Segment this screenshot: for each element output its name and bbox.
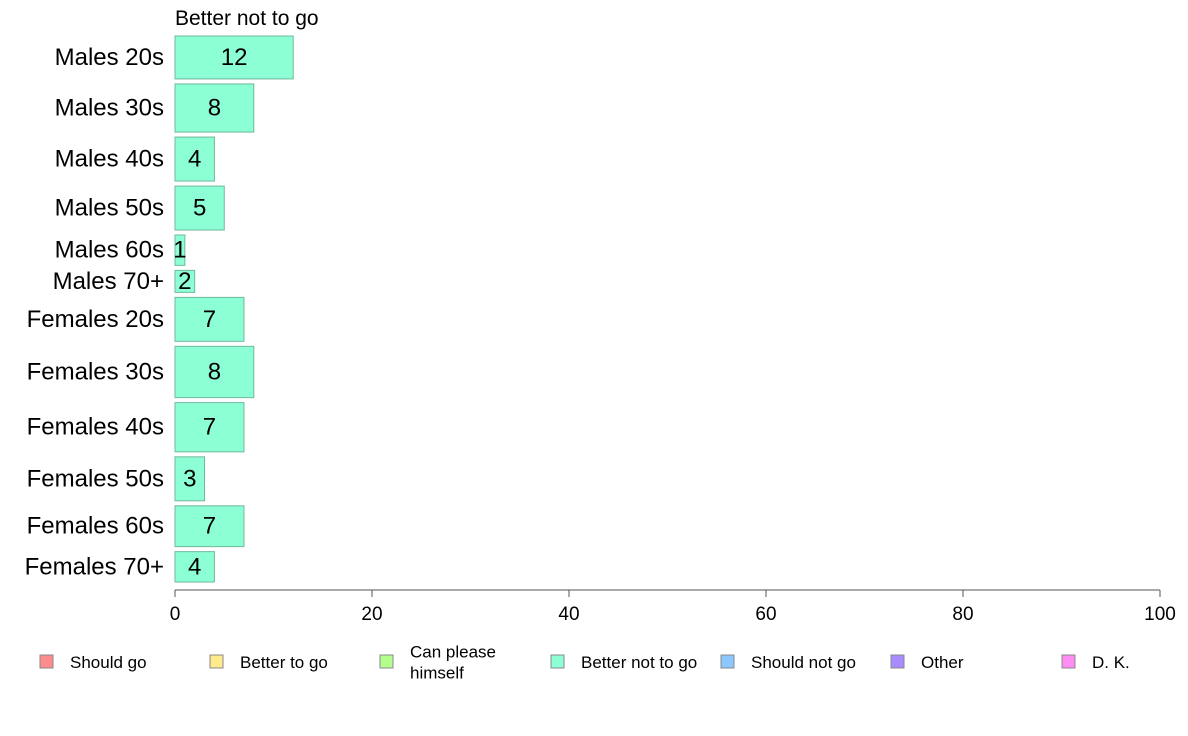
- category-label: Females 40s: [27, 414, 164, 441]
- category-label: Females 60s: [27, 513, 164, 540]
- bar-value-label: 2: [178, 268, 191, 295]
- x-axis: 0 20 40 60 80 100: [170, 589, 1176, 625]
- x-tick-label: 0: [170, 604, 181, 625]
- legend-swatch: [379, 654, 394, 669]
- bar: [174, 402, 245, 453]
- bar-value-label: 8: [208, 358, 221, 385]
- bar: [174, 83, 255, 133]
- bar-value-label: 3: [183, 465, 196, 492]
- x-tick-label: 60: [755, 604, 776, 625]
- category-label: Males 60s: [55, 237, 164, 264]
- bar: [174, 234, 186, 266]
- legend-label: Can please himself: [410, 643, 496, 683]
- bar: [174, 35, 294, 80]
- bar-value-label: 7: [203, 414, 216, 441]
- bar-value-label: 1: [173, 237, 186, 264]
- x-tick-label: 40: [558, 604, 579, 625]
- legend-swatch: [890, 654, 905, 669]
- category-label: Females 30s: [27, 358, 164, 385]
- legend-swatch: [209, 654, 224, 669]
- legend-swatch: [1061, 654, 1076, 669]
- bar: [174, 269, 196, 293]
- bar: [174, 456, 206, 502]
- legend-swatch: [39, 654, 54, 669]
- bar: [174, 296, 245, 342]
- legend-label: Better to go: [240, 653, 328, 672]
- legend-swatch: [720, 654, 735, 669]
- bar: [174, 345, 255, 399]
- category-label: Males 70+: [53, 268, 164, 295]
- bar-value-label: 7: [203, 306, 216, 333]
- bar: [174, 505, 245, 548]
- bar-value-label: 5: [193, 195, 206, 222]
- legend-label: Better not to go: [581, 653, 697, 672]
- bar-value-label: 8: [208, 95, 221, 122]
- bar: [174, 185, 225, 231]
- bar: [174, 551, 215, 583]
- bar: [174, 136, 215, 182]
- legend: Should go Better to go Can please himself Be…: [39, 643, 1130, 683]
- category-label: Females 20s: [27, 306, 164, 333]
- bar-value-label: 4: [188, 146, 201, 173]
- category-label: Females 50s: [27, 465, 164, 492]
- legend-swatch: [550, 654, 565, 669]
- legend-label: Should not go: [751, 653, 856, 672]
- bar-value-label: 7: [203, 513, 216, 540]
- panel-title: Better not to go: [175, 7, 319, 30]
- x-tick-label: 100: [1144, 604, 1176, 625]
- category-label: Males 30s: [55, 95, 164, 122]
- bar-value-label: 4: [188, 553, 201, 580]
- legend-label: Should go: [70, 653, 147, 672]
- x-tick-label: 80: [952, 604, 973, 625]
- legend-label: Other: [921, 653, 964, 672]
- category-label: Females 70+: [25, 553, 164, 580]
- category-label: Males 50s: [55, 195, 164, 222]
- category-label: Males 40s: [55, 146, 164, 173]
- bar-value-label: 12: [221, 44, 248, 71]
- x-tick-label: 20: [361, 604, 382, 625]
- category-label: Males 20s: [55, 44, 164, 71]
- legend-label: D. K.: [1092, 653, 1130, 672]
